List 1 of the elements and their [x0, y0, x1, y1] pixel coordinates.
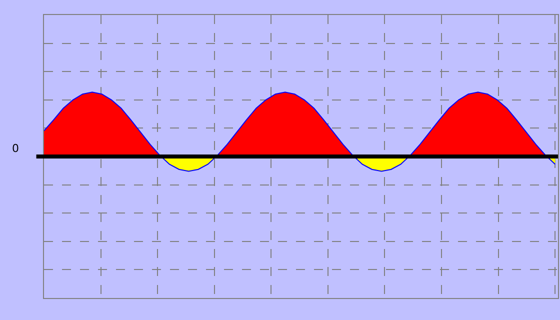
ref-line-label: 0	[12, 142, 19, 155]
